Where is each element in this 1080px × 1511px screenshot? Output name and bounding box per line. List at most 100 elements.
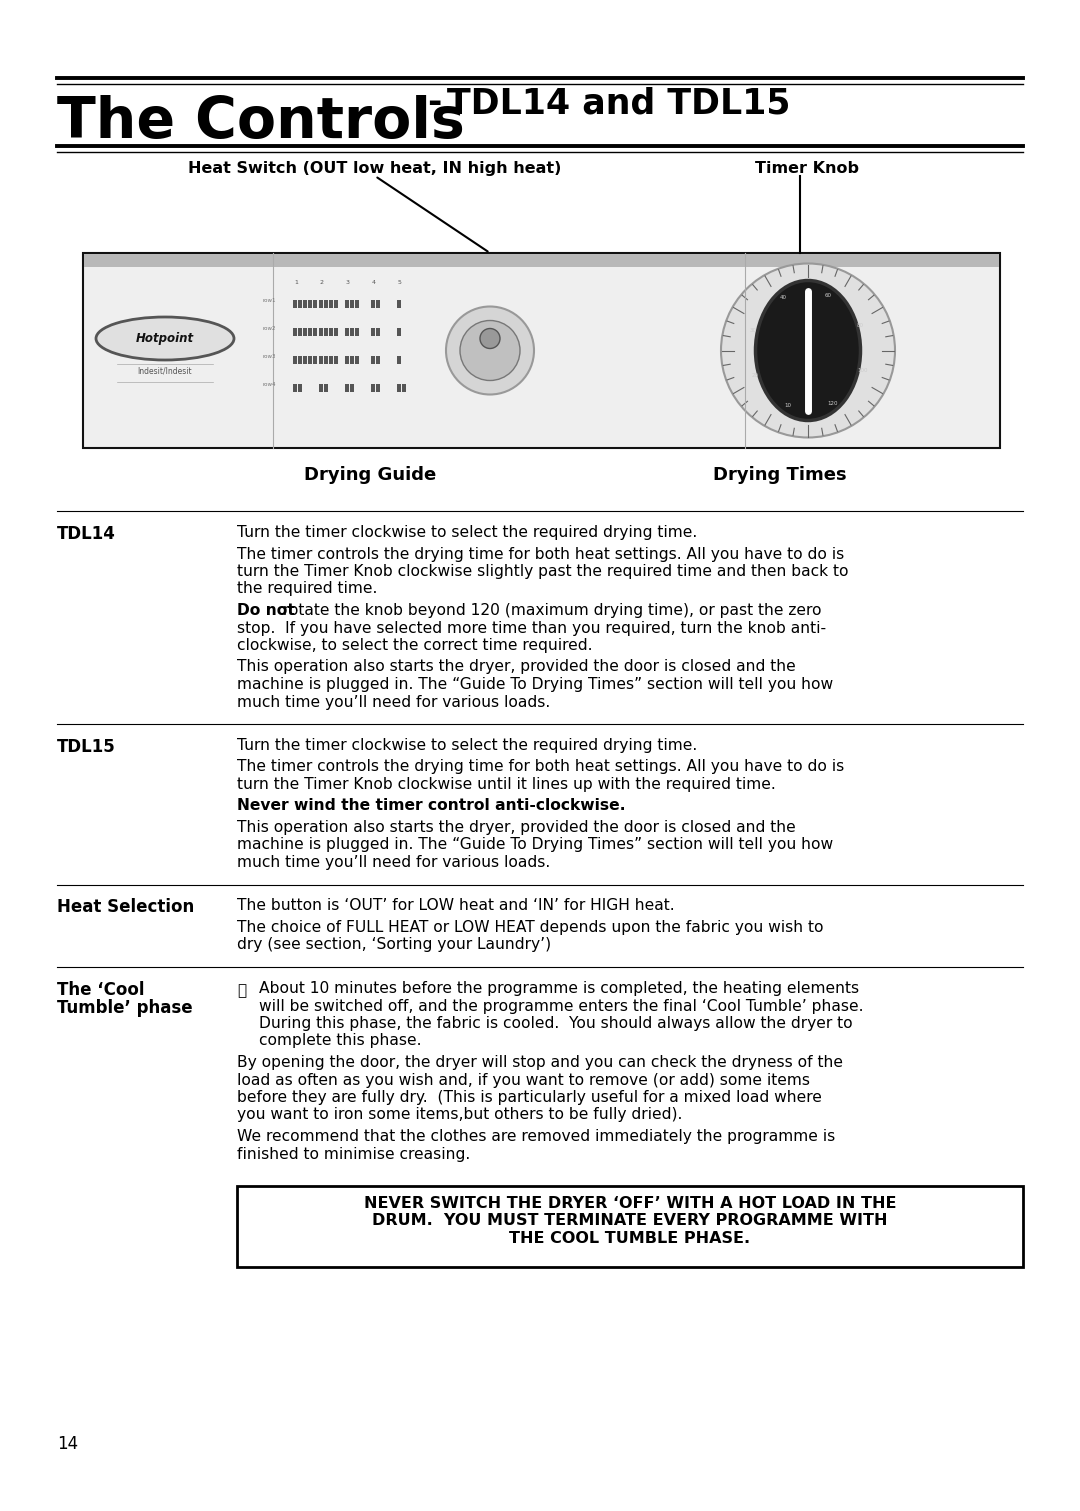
Circle shape xyxy=(721,263,895,438)
Text: TDL15: TDL15 xyxy=(57,737,116,756)
Text: machine is plugged in. The “Guide To Drying Times” section will tell you how: machine is plugged in. The “Guide To Dry… xyxy=(237,677,833,692)
Bar xyxy=(376,357,380,364)
Text: Indesit/Indesit: Indesit/Indesit xyxy=(137,366,192,375)
Text: Do not: Do not xyxy=(237,603,295,618)
Bar xyxy=(298,328,302,335)
Text: much time you’ll need for various loads.: much time you’ll need for various loads. xyxy=(237,695,550,710)
Bar xyxy=(313,301,318,308)
Bar xyxy=(84,254,999,267)
Ellipse shape xyxy=(96,317,234,360)
Bar xyxy=(355,301,359,308)
Text: Never wind the timer control anti-clockwise.: Never wind the timer control anti-clockw… xyxy=(237,798,625,813)
Text: By opening the door, the dryer will stop and you can check the dryness of the: By opening the door, the dryer will stop… xyxy=(237,1055,843,1070)
Text: row2: row2 xyxy=(262,326,276,331)
Text: row1: row1 xyxy=(262,298,276,304)
Text: before they are fully dry.  (This is particularly useful for a mixed load where: before they are fully dry. (This is part… xyxy=(237,1089,822,1105)
Text: 100: 100 xyxy=(858,367,867,373)
Text: 2: 2 xyxy=(320,280,324,286)
Text: machine is plugged in. The “Guide To Drying Times” section will tell you how: machine is plugged in. The “Guide To Dry… xyxy=(237,837,833,852)
Text: NEVER SWITCH THE DRYER ‘OFF’ WITH A HOT LOAD IN THE
DRUM.  YOU MUST TERMINATE EV: NEVER SWITCH THE DRYER ‘OFF’ WITH A HOT … xyxy=(364,1197,896,1245)
Text: 4: 4 xyxy=(372,280,376,286)
Bar xyxy=(308,328,312,335)
Bar xyxy=(372,357,375,364)
Bar xyxy=(355,357,359,364)
Bar xyxy=(293,328,297,335)
Text: much time you’ll need for various loads.: much time you’ll need for various loads. xyxy=(237,855,550,870)
Bar xyxy=(397,384,401,391)
Text: the required time.: the required time. xyxy=(237,582,377,597)
Bar xyxy=(237,1186,1023,1266)
Bar xyxy=(345,357,349,364)
Bar xyxy=(329,357,333,364)
Bar xyxy=(303,357,307,364)
Bar xyxy=(319,384,323,391)
Text: finished to minimise creasing.: finished to minimise creasing. xyxy=(237,1147,470,1162)
Bar xyxy=(329,328,333,335)
Bar xyxy=(334,357,338,364)
Text: -: - xyxy=(427,86,442,119)
Text: you want to iron some items,but others to be fully dried).: you want to iron some items,but others t… xyxy=(237,1108,683,1123)
Bar xyxy=(376,301,380,308)
Text: 40: 40 xyxy=(780,296,787,301)
Text: The button is ‘OUT’ for LOW heat and ‘IN’ for HIGH heat.: The button is ‘OUT’ for LOW heat and ‘IN… xyxy=(237,899,675,914)
Text: Heat Switch (OUT low heat, IN high heat): Heat Switch (OUT low heat, IN high heat) xyxy=(188,162,562,175)
Circle shape xyxy=(460,320,519,381)
Bar xyxy=(298,384,302,391)
Text: Heat Selection: Heat Selection xyxy=(57,899,194,917)
Text: We recommend that the clothes are removed immediately the programme is: We recommend that the clothes are remove… xyxy=(237,1129,835,1144)
Bar xyxy=(397,301,401,308)
Text: 10: 10 xyxy=(785,402,792,408)
Text: load as often as you wish and, if you want to remove (or add) some items: load as often as you wish and, if you wa… xyxy=(237,1073,810,1088)
Bar xyxy=(345,328,349,335)
Circle shape xyxy=(446,307,534,394)
Bar xyxy=(350,301,354,308)
Text: stop.  If you have selected more time than you required, turn the knob anti-: stop. If you have selected more time tha… xyxy=(237,621,826,636)
Bar xyxy=(303,301,307,308)
Text: TDL14: TDL14 xyxy=(57,524,116,542)
Bar xyxy=(350,357,354,364)
Bar xyxy=(376,384,380,391)
Bar xyxy=(83,252,1000,447)
Text: 120: 120 xyxy=(827,400,838,405)
Bar xyxy=(293,357,297,364)
Bar xyxy=(355,328,359,335)
Text: 3: 3 xyxy=(346,280,350,286)
Text: 30: 30 xyxy=(750,328,757,332)
Bar xyxy=(397,357,401,364)
Text: The Controls: The Controls xyxy=(57,95,464,150)
Bar xyxy=(372,301,375,308)
Bar xyxy=(298,357,302,364)
Text: row3: row3 xyxy=(262,354,276,360)
Bar xyxy=(308,357,312,364)
Bar xyxy=(397,328,401,335)
Text: will be switched off, and the programme enters the final ‘Cool Tumble’ phase.: will be switched off, and the programme … xyxy=(259,999,864,1014)
Bar xyxy=(319,328,323,335)
Bar xyxy=(324,357,328,364)
Bar xyxy=(329,301,333,308)
Text: ⛹: ⛹ xyxy=(237,984,246,997)
Text: rotate the knob beyond 120 (maximum drying time), or past the zero: rotate the knob beyond 120 (maximum dryi… xyxy=(278,603,821,618)
Bar xyxy=(319,301,323,308)
Bar xyxy=(308,301,312,308)
Text: Hotpoint: Hotpoint xyxy=(136,332,194,345)
Text: complete this phase.: complete this phase. xyxy=(259,1034,421,1049)
Text: 20: 20 xyxy=(752,373,759,378)
Bar xyxy=(350,384,354,391)
Text: Timer Knob: Timer Knob xyxy=(755,162,859,175)
Bar xyxy=(319,357,323,364)
Bar xyxy=(334,328,338,335)
Bar xyxy=(298,301,302,308)
Text: turn the Timer Knob clockwise slightly past the required time and then back to: turn the Timer Knob clockwise slightly p… xyxy=(237,564,849,579)
Text: Turn the timer clockwise to select the required drying time.: Turn the timer clockwise to select the r… xyxy=(237,737,698,752)
Circle shape xyxy=(480,328,500,349)
Bar xyxy=(313,357,318,364)
Text: Drying Guide: Drying Guide xyxy=(303,465,436,484)
Text: Tumble’ phase: Tumble’ phase xyxy=(57,999,192,1017)
Bar xyxy=(324,384,328,391)
Text: 60: 60 xyxy=(824,293,832,299)
Bar xyxy=(350,328,354,335)
Text: 14: 14 xyxy=(57,1435,78,1454)
Text: The choice of FULL HEAT or LOW HEAT depends upon the fabric you wish to: The choice of FULL HEAT or LOW HEAT depe… xyxy=(237,920,824,935)
Bar xyxy=(334,301,338,308)
Bar xyxy=(313,328,318,335)
